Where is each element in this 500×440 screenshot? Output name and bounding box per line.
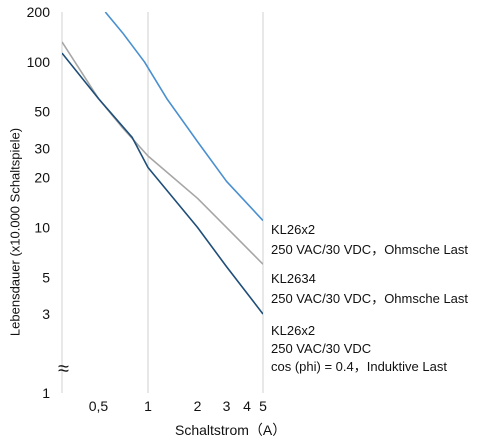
- x-tick-label: 0,5: [89, 398, 109, 414]
- series-label-kl2634-ohmsche: KL2634 250 VAC/30 VDC，Ohmsche Last: [271, 271, 468, 307]
- y-tick-label: 3: [42, 306, 50, 322]
- series-label-kl26x2-ohmsche: KL26x2 250 VAC/30 VDC，Ohmsche Last: [271, 222, 468, 258]
- series-lines: [62, 12, 263, 315]
- x-tick-label: 3: [223, 398, 231, 414]
- axis-break-symbol: ≈: [58, 358, 69, 380]
- y-tick-label: 30: [34, 140, 50, 156]
- y-axis-label: Lebensdauer (x10.000 Schaltspiele): [7, 127, 23, 337]
- series-label-line: 250 VAC/30 VDC，Ohmsche Last: [271, 291, 469, 306]
- y-tick-label: 50: [34, 104, 50, 120]
- y-tick-label: 5: [42, 269, 50, 285]
- series-line-0: [104, 12, 263, 222]
- grid-lines: [147, 12, 264, 393]
- y-tick-label: 10: [34, 219, 50, 235]
- series-label-line: 250 VAC/30 VDC，Ohmsche Last: [271, 242, 469, 257]
- series-label-line: 250 VAC/30 VDC: [271, 341, 372, 356]
- series-label-line: KL26x2: [271, 222, 316, 237]
- x-tick-label: 2: [194, 398, 202, 414]
- y-tick-label: 1: [42, 385, 50, 401]
- series-label-line: KL26x2: [271, 323, 316, 338]
- x-tick-label: 1: [144, 398, 152, 414]
- y-tick-label: 200: [27, 4, 51, 20]
- y-tick-label: 100: [27, 54, 51, 70]
- series-label-line: cos (phi) = 0.4，Induktive Last: [271, 359, 447, 374]
- series-line-1: [62, 41, 263, 265]
- series-label-kl26x2-induktiv: KL26x2 250 VAC/30 VDC cos (phi) = 0.4，In…: [271, 323, 447, 375]
- x-tick-label: 5: [259, 398, 267, 414]
- y-tick-label: 20: [34, 170, 50, 186]
- x-axis-label: Schaltstrom（A）: [175, 422, 287, 438]
- series-line-2: [62, 52, 263, 315]
- x-tick-label: 4: [243, 398, 251, 414]
- series-label-line: KL2634: [271, 271, 316, 286]
